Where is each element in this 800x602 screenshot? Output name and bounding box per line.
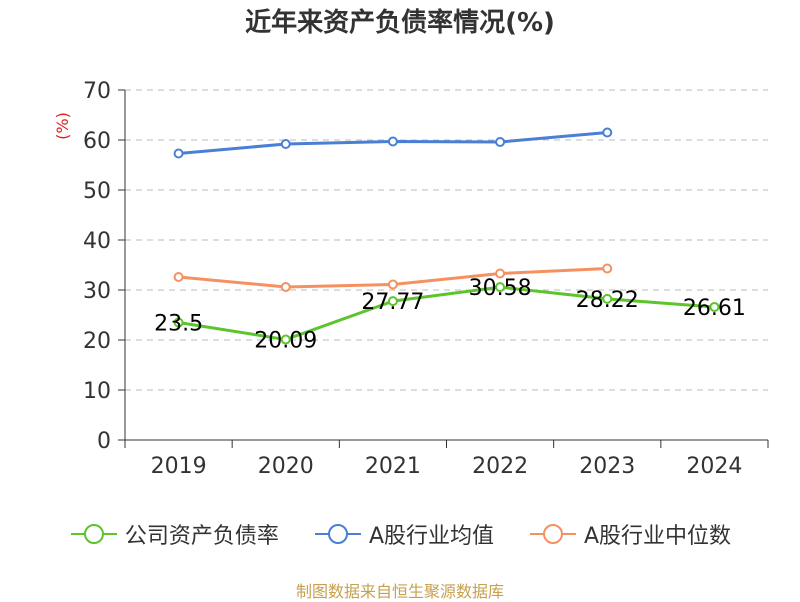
data-point (602, 263, 613, 274)
data-point (173, 148, 184, 159)
y-tick-label: 10 (83, 379, 111, 404)
x-tick-label: 2024 (686, 454, 742, 479)
legend-item-industry-median[interactable]: A股行业中位数 (528, 518, 731, 550)
legend-marker-green (70, 524, 117, 544)
legend-item-industry-mean[interactable]: A股行业均值 (313, 518, 494, 550)
x-tick-label: 2021 (365, 454, 421, 479)
grid-lines (125, 89, 768, 391)
y-tick-label: 40 (83, 229, 111, 254)
legend: 公司资产负债率 A股行业均值 A股行业中位数 (0, 518, 800, 550)
data-label: 23.5 (154, 312, 203, 337)
data-label: 30.58 (469, 276, 532, 301)
legend-marker-blue (314, 524, 361, 544)
data-point (495, 137, 506, 147)
legend-label: 公司资产负债率 (124, 524, 279, 549)
data-label: 27.77 (361, 290, 424, 315)
data-point (280, 282, 291, 292)
y-tick-label: 20 (83, 329, 111, 354)
data-point (602, 127, 613, 138)
data-point (709, 301, 720, 312)
data-point (495, 268, 506, 279)
y-tick-label: 50 (83, 179, 111, 204)
data-point (602, 293, 613, 304)
data-label: 28.22 (576, 288, 639, 313)
legend-label: A股行业均值 (368, 524, 494, 549)
x-tick-label: 2020 (258, 454, 314, 479)
data-label: 26.61 (683, 296, 746, 321)
y-tick-label: 60 (83, 129, 111, 154)
x-tick-label: 2023 (579, 454, 635, 479)
source-note: 制图数据来自恒生聚源数据库 (295, 582, 504, 601)
y-tick-label: 70 (83, 79, 111, 104)
y-unit-label: (%) (53, 112, 72, 140)
x-tick-label: 2022 (472, 454, 528, 479)
data-point (280, 334, 291, 345)
series-line-0 (178, 285, 715, 342)
data-point (387, 296, 398, 307)
legend-label: A股行业中位数 (584, 524, 732, 549)
x-tick-label: 2019 (151, 454, 207, 479)
data-labels: 23.5 20.09 27.77 30.58 28.22 26.61 (154, 276, 746, 353)
legend-marker-orange (530, 524, 576, 544)
y-tick-label: 0 (97, 429, 111, 454)
chart-title: 近年来资产负债率情况(%) (245, 8, 555, 38)
y-tick-label: 30 (83, 279, 111, 304)
data-point (280, 139, 291, 149)
series-lines (173, 127, 720, 345)
data-point (173, 317, 184, 328)
axes: 0 10 20 30 40 50 60 70 (%) 2019 2020 2021 2022 2023 20… (53, 79, 769, 479)
data-point (387, 136, 398, 147)
data-point (173, 272, 184, 282)
legend-item-company[interactable]: 公司资产负债率 (69, 518, 279, 550)
data-label: 20.09 (254, 329, 317, 354)
data-point (387, 279, 398, 290)
data-point (495, 282, 506, 293)
